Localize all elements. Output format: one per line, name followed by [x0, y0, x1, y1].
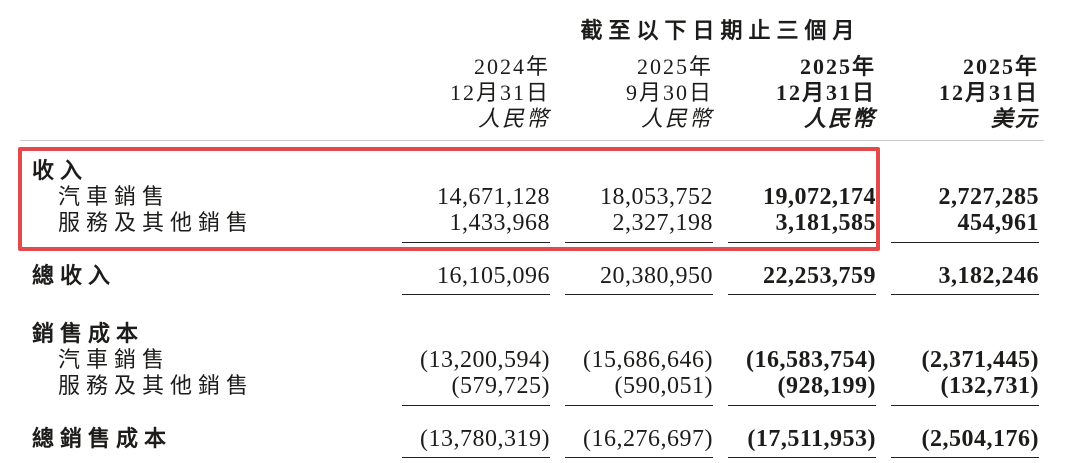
empty-cell: [20, 18, 387, 44]
value-2025-dec-usd: (2,371,445): [921, 347, 1039, 373]
empty-cell: [402, 158, 550, 184]
value-2025-dec-usd: 2,727,285: [938, 184, 1039, 210]
period-header: 截至以下日期止三個月: [580, 18, 861, 43]
table-row-vehicle-sales: 汽車銷售 14,671,128 18,053,752 19,072,174 2,…: [20, 184, 1059, 210]
value-2025-dec-rmb: 19,072,174: [763, 184, 876, 210]
table-row-total-cost-of-sales: 總銷售成本 (13,780,319) (16,276,697) (17,511,…: [20, 426, 1059, 458]
table-row-total-revenue: 總收入 16,105,096 20,380,950 22,253,759 3,1…: [20, 263, 1059, 295]
value-2025-dec-usd: 3,182,246: [891, 263, 1039, 295]
value-2024-dec-rmb: 14,671,128: [437, 184, 550, 210]
value-2025-sep-rmb: (590,051): [565, 373, 713, 406]
revenue-section: 收入 汽車銷售 14,671,128 18,053,752 19,072,174…: [20, 158, 1059, 295]
row-label: 總銷售成本: [32, 426, 173, 451]
value-2025-dec-usd: (132,731): [891, 373, 1039, 406]
col-header-currency-rmb-1: 人民幣: [477, 106, 550, 131]
row-label: 服務及其他銷售: [58, 373, 255, 398]
table-body-divider: [20, 140, 1044, 141]
section-header-row: 銷售成本: [20, 321, 1059, 347]
value-2025-dec-rmb: (928,199): [728, 373, 876, 406]
value-2025-dec-rmb: (16,583,754): [746, 347, 876, 373]
empty-cell: [728, 321, 876, 347]
value-2024-dec-rmb: 16,105,096: [402, 263, 550, 295]
col-header-currency-usd: 美元: [990, 106, 1039, 131]
col-header-year-2025-dec-rmb: 2025年: [799, 54, 876, 79]
empty-cell: [891, 158, 1039, 184]
empty-cell: [20, 80, 387, 106]
empty-cell: [20, 54, 387, 80]
value-2024-dec-rmb: (13,200,594): [420, 347, 550, 373]
value-2025-sep-rmb: (15,686,646): [583, 347, 713, 373]
table-row-vehicle-sales-cost: 汽車銷售 (13,200,594) (15,686,646) (16,583,7…: [20, 347, 1059, 373]
col-header-date-2025-dec-usd: 12月31日: [938, 80, 1039, 105]
table-row-services-other-sales-cost: 服務及其他銷售 (579,725) (590,051) (928,199) (1…: [20, 373, 1059, 406]
col-header-date-2025-dec-rmb: 12月31日: [775, 80, 876, 105]
value-2024-dec-rmb: 1,433,968: [402, 210, 550, 243]
row-label: 總收入: [32, 263, 117, 288]
value-2025-dec-usd: 454,961: [891, 210, 1039, 243]
value-2025-dec-rmb: (17,511,953): [728, 426, 876, 458]
section-header-cost-of-sales: 銷售成本: [32, 321, 145, 346]
empty-cell: [565, 158, 713, 184]
empty-cell: [891, 321, 1039, 347]
section-header-revenue: 收入: [32, 158, 89, 183]
col-header-currency-rmb-3: 人民幣: [803, 106, 876, 131]
empty-cell: [20, 106, 387, 132]
value-2024-dec-rmb: (579,725): [402, 373, 550, 406]
value-2025-sep-rmb: 20,380,950: [565, 263, 713, 295]
row-label: 服務及其他銷售: [58, 210, 255, 235]
row-label: 汽車銷售: [58, 347, 171, 372]
empty-cell: [402, 321, 550, 347]
empty-cell: [728, 158, 876, 184]
row-label: 汽車銷售: [58, 184, 171, 209]
table-header: 截至以下日期止三個月 2024年 2025年 2025年 2025年 12月31…: [20, 0, 1059, 132]
value-2025-sep-rmb: (16,276,697): [565, 426, 713, 458]
value-2025-dec-rmb: 3,181,585: [728, 210, 876, 243]
col-header-year-2025-dec-usd: 2025年: [962, 54, 1039, 79]
value-2024-dec-rmb: (13,780,319): [402, 426, 550, 458]
col-header-year-2025-sep: 2025年: [636, 54, 713, 79]
col-header-date-2025-sep: 9月30日: [625, 80, 713, 105]
col-header-year-2024-dec: 2024年: [473, 54, 550, 79]
section-header-row: 收入: [20, 158, 1059, 184]
value-2025-dec-usd: (2,504,176): [891, 426, 1039, 458]
empty-cell: [565, 321, 713, 347]
value-2025-sep-rmb: 2,327,198: [565, 210, 713, 243]
cost-of-sales-section: 銷售成本 汽車銷售 (13,200,594) (15,686,646) (16,…: [20, 321, 1059, 458]
col-header-date-2024-dec: 12月31日: [449, 80, 550, 105]
value-2025-sep-rmb: 18,053,752: [600, 184, 713, 210]
table-row-services-other-sales: 服務及其他銷售 1,433,968 2,327,198 3,181,585 45…: [20, 210, 1059, 243]
value-2025-dec-rmb: 22,253,759: [728, 263, 876, 295]
col-header-currency-rmb-2: 人民幣: [640, 106, 713, 131]
